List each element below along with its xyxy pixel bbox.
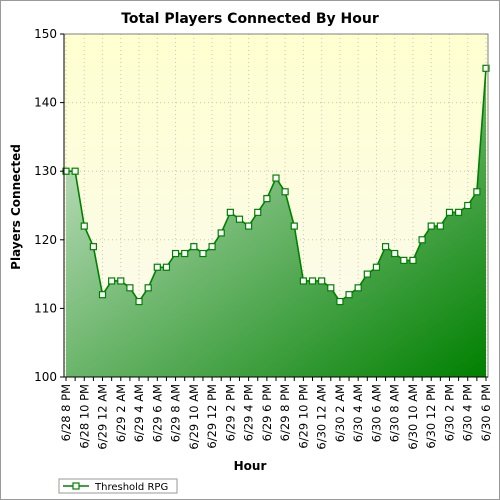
x-tick-label: 6/30 2 PM	[442, 384, 456, 441]
data-point	[354, 284, 362, 292]
data-point	[117, 277, 125, 285]
x-tick-label: 6/30 4 PM	[461, 384, 475, 441]
data-point	[400, 256, 408, 264]
x-tick-label: 6/30 12 AM	[315, 384, 329, 450]
x-tick-label: 6/29 2 AM	[114, 384, 128, 442]
x-tick-label: 6/29 6 PM	[260, 384, 274, 441]
x-tick-label: 6/28 10 PM	[77, 384, 91, 449]
data-point	[190, 243, 198, 251]
legend-box	[58, 478, 178, 494]
x-tick-label: 6/30 6 PM	[479, 384, 493, 441]
x-axis-title: Hour	[234, 459, 267, 473]
data-point	[281, 188, 289, 196]
data-point	[381, 243, 390, 251]
data-point	[409, 256, 417, 264]
x-tick-label: 6/29 8 AM	[169, 384, 183, 442]
data-point	[254, 208, 262, 216]
data-point	[89, 243, 97, 251]
x-tick-label: 6/29 4 AM	[132, 384, 146, 442]
x-tick-label: 6/30 6 AM	[369, 384, 383, 442]
data-point	[80, 222, 88, 230]
data-point	[345, 291, 353, 299]
x-axis-ticks: 6/28 8 PM 6/28 10 PM 6/29 12 AM 6/29 2 AM 6/…	[59, 377, 493, 450]
x-tick-label: 6/29 12 AM	[96, 384, 110, 450]
data-point	[372, 263, 381, 271]
y-tick-label: 130	[34, 164, 57, 178]
x-tick-label: 6/29 10 AM	[187, 384, 201, 450]
data-point	[144, 284, 152, 292]
data-point	[336, 297, 344, 306]
legend-label: Threshold RPG	[94, 482, 168, 493]
y-tick-label: 150	[34, 27, 57, 41]
x-tick-label: 6/29 8 PM	[278, 384, 292, 441]
x-tick-label: 6/30 2 AM	[333, 384, 347, 442]
x-tick-label: 6/29 10 PM	[296, 384, 310, 449]
x-tick-label: 6/29 6 AM	[150, 384, 164, 442]
data-point	[135, 297, 143, 306]
data-point	[153, 263, 161, 271]
series-area-fill	[66, 68, 486, 378]
data-point	[226, 208, 234, 216]
data-point	[199, 249, 207, 258]
data-point	[482, 64, 490, 72]
data-point	[71, 167, 79, 175]
y-tick-label: 100	[34, 370, 57, 384]
x-tick-label: 6/30 4 AM	[351, 384, 365, 442]
x-tick-label: 6/30 8 AM	[388, 384, 402, 442]
data-point	[126, 284, 134, 292]
data-point	[263, 195, 271, 203]
data-point	[162, 263, 171, 271]
data-point	[98, 291, 107, 299]
chart-title: Total Players Connected By Hour	[121, 11, 379, 27]
y-tick-label: 140	[34, 96, 57, 110]
data-point	[235, 215, 244, 223]
data-point	[171, 249, 180, 258]
data-point	[464, 201, 472, 210]
data-point	[181, 249, 189, 258]
data-point	[217, 229, 225, 237]
x-tick-label: 6/30 10 AM	[406, 384, 420, 450]
y-tick-label: 110	[34, 301, 57, 315]
data-point	[108, 277, 116, 285]
y-axis-title: Players Connected	[9, 144, 23, 270]
series-points	[62, 64, 490, 306]
data-point	[290, 222, 298, 230]
y-axis-ticks: 100 110 120 130 140 150	[34, 27, 64, 384]
data-point	[318, 277, 326, 285]
data-point	[427, 222, 435, 230]
data-point	[245, 222, 253, 230]
data-point	[327, 284, 335, 292]
data-point	[308, 277, 317, 285]
data-point	[473, 188, 481, 196]
data-point	[418, 236, 426, 244]
legend: Threshold RPG	[58, 478, 178, 494]
x-tick-label: 6/29 12 PM	[205, 384, 219, 449]
data-point	[363, 270, 371, 278]
x-tick-label: 6/30 12 PM	[424, 384, 438, 449]
x-tick-label: 6/29 2 PM	[223, 384, 237, 441]
y-tick-label: 120	[34, 233, 57, 247]
data-point	[299, 277, 307, 285]
data-point	[272, 174, 280, 182]
data-point	[436, 222, 444, 230]
data-point	[208, 243, 216, 251]
x-tick-label: 6/29 4 PM	[242, 384, 256, 441]
data-point	[445, 208, 454, 216]
data-point	[455, 208, 463, 216]
x-tick-label: 6/28 8 PM	[59, 384, 73, 441]
data-point	[391, 249, 399, 258]
legend-marker-icon	[72, 482, 80, 490]
